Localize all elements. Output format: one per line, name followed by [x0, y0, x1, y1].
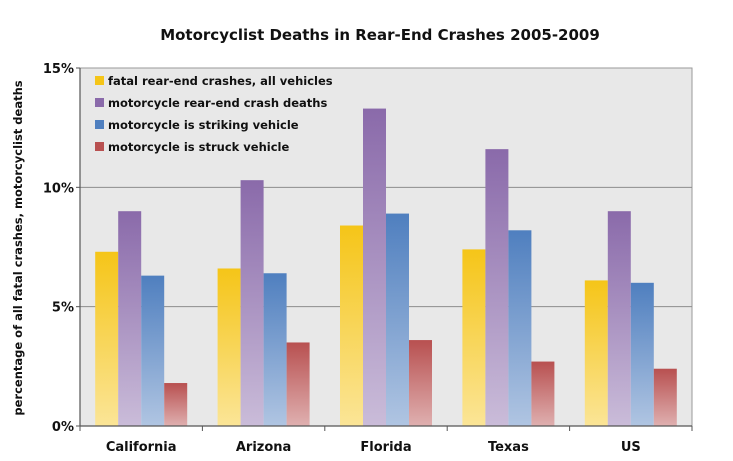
legend-entry: motorcycle is striking vehicle — [108, 118, 299, 132]
bar-arizona-series-2 — [240, 180, 264, 426]
legend-swatch — [95, 76, 104, 85]
x-tick-label: Florida — [360, 440, 411, 455]
bar-texas-series-4 — [531, 361, 555, 426]
bar-florida-series-3 — [386, 213, 409, 426]
x-tick-label: California — [106, 440, 177, 455]
x-tick-label: US — [621, 440, 641, 455]
bar-california-series-4 — [164, 383, 188, 426]
legend-entry: fatal rear-end crashes, all vehicles — [108, 74, 333, 88]
bar-texas-series-1 — [462, 249, 486, 426]
y-tick-label: 5% — [52, 301, 74, 316]
legend-entry: motorcycle is struck vehicle — [108, 140, 289, 154]
y-tick-labels: 0% 5% 10% 15% — [43, 62, 74, 435]
bar-california-series-2 — [118, 211, 142, 426]
bar-florida-series-4 — [409, 340, 432, 426]
x-tick-label: Texas — [488, 440, 529, 455]
legend-swatch — [95, 120, 104, 129]
legend-swatch — [95, 98, 104, 107]
y-tick-label: 0% — [52, 420, 74, 435]
axes — [76, 67, 693, 431]
legend: fatal rear-end crashes, all vehicles moto… — [95, 74, 333, 154]
x-tick-label: Arizona — [236, 440, 291, 455]
bar-texas-series-3 — [508, 230, 532, 426]
bar-arizona-series-3 — [263, 273, 287, 426]
y-tick-label: 15% — [43, 62, 74, 77]
bar-us-series-2 — [607, 211, 631, 426]
y-axis-label: percentage of all fatal crashes, motorcy… — [11, 80, 25, 415]
legend-entry: motorcycle rear-end crash deaths — [108, 96, 327, 110]
bar-california-series-1 — [95, 251, 119, 426]
bar-arizona-series-4 — [286, 342, 310, 426]
bar-us-series-1 — [584, 280, 608, 426]
chart-title: Motorcyclist Deaths in Rear-End Crashes … — [160, 26, 600, 44]
bar-florida-series-2 — [363, 108, 386, 426]
bars — [95, 108, 677, 426]
bar-us-series-3 — [630, 282, 654, 426]
bar-california-series-3 — [141, 275, 165, 426]
bar-florida-series-1 — [340, 225, 363, 426]
bar-texas-series-2 — [485, 149, 509, 426]
x-tick-labels: California Arizona Florida Texas US — [106, 440, 641, 455]
y-tick-label: 10% — [43, 181, 74, 196]
bar-us-series-4 — [653, 368, 677, 426]
bar-arizona-series-1 — [217, 268, 241, 426]
legend-swatch — [95, 142, 104, 151]
